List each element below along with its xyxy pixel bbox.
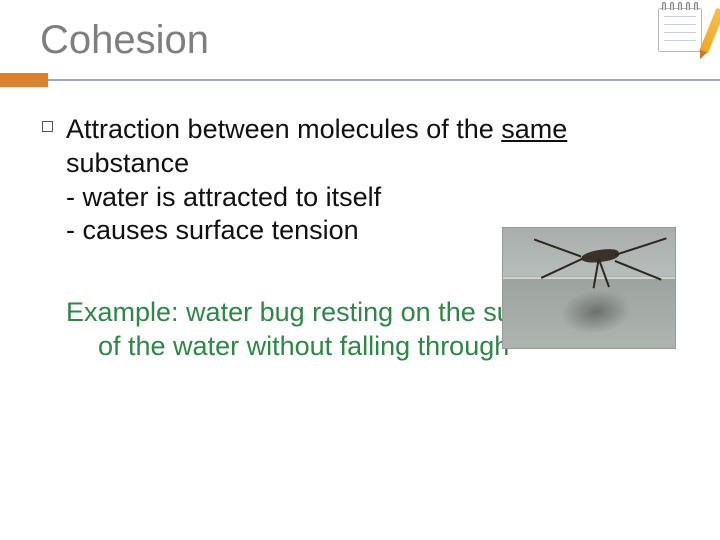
- slide-title: Cohesion: [40, 18, 720, 63]
- water-strider-image: [502, 227, 676, 349]
- divider-line: [48, 79, 720, 81]
- slide-title-area: Cohesion: [0, 0, 720, 73]
- bullet-line2: substance: [66, 148, 189, 178]
- bullet-line1-underlined: same: [501, 114, 567, 144]
- slide-body: Attraction between molecules of the same…: [0, 87, 720, 364]
- example-line1: Example: water bug resting on the surfac…: [66, 297, 572, 327]
- bullet-line3: - water is attracted to itself: [66, 182, 381, 212]
- bullet-line1-prefix: Attraction between molecules of the: [66, 114, 501, 144]
- bullet-marker-icon: [42, 121, 53, 132]
- accent-bar: [0, 73, 48, 87]
- bullet-line4: - causes surface tension: [66, 215, 359, 245]
- notepad-pencil-icon: [652, 2, 708, 58]
- title-divider: [0, 73, 720, 87]
